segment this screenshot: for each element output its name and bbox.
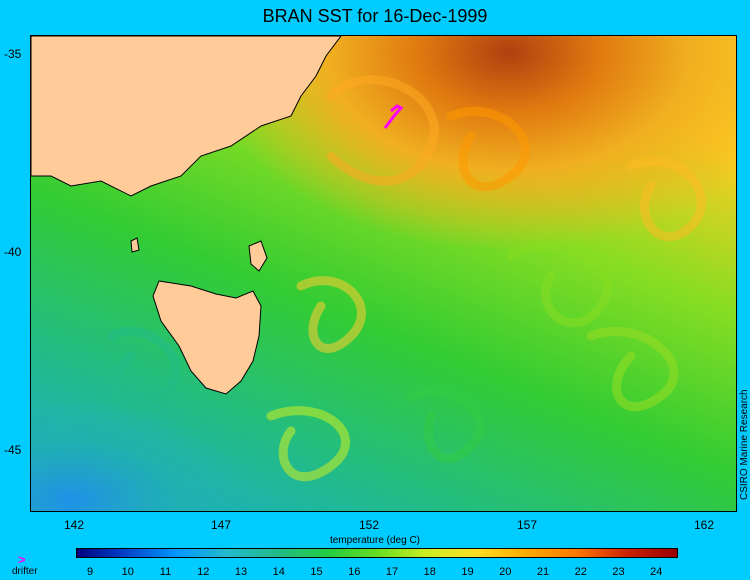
temperature-colorbar [76,548,678,558]
colorbar-tick-label: 16 [348,566,361,578]
x-tick-label: 142 [63,518,85,532]
colorbar-tick-label: 9 [86,566,94,578]
y-tick-label: -45 [4,443,22,457]
axis-title: temperature (deg C) [329,535,421,546]
colorbar-tick-label: 24 [650,566,663,578]
tasmania [152,280,262,395]
sst-map [30,35,737,512]
x-tick-label: 162 [693,518,715,532]
y-tick-label: -35 [4,47,22,61]
y-tick-label: -40 [4,245,22,259]
colorbar-tick-label: 21 [536,566,550,578]
king-island [130,237,140,253]
colorbar-tick-label: 11 [159,566,172,578]
x-tick-label: 152 [358,518,380,532]
drifter-track [383,104,404,129]
sst-map-graphic [31,36,736,511]
map-title: BRAN SST for 16-Dec-1999 [262,6,488,26]
colorbar-tick-label: 10 [121,566,134,578]
colorbar-tick-label: 19 [461,566,474,578]
drifter-legend-label: drifter [12,566,38,577]
colorbar-tick-label: 18 [423,566,436,578]
flinders-island [248,240,268,272]
colorbar-tick-label: 13 [234,566,248,578]
credit-text: CSIRO Marine Research [739,389,750,500]
colorbar-tick-label: 20 [499,566,512,578]
colorbar-tick-label: 22 [574,566,587,578]
colorbar-tick-label: 23 [612,566,625,578]
colorbar-tick-label: 14 [272,566,285,578]
x-tick-label: 147 [210,518,232,532]
mainland-australia [31,36,342,197]
colorbar-tick-label: 17 [385,566,399,578]
eddy-swirls [106,75,706,482]
x-tick-label: 157 [516,518,538,532]
colorbar-tick-label: 15 [310,566,323,578]
drifter-legend-icon: > [18,552,26,567]
colorbar-tick-label: 12 [197,566,210,578]
